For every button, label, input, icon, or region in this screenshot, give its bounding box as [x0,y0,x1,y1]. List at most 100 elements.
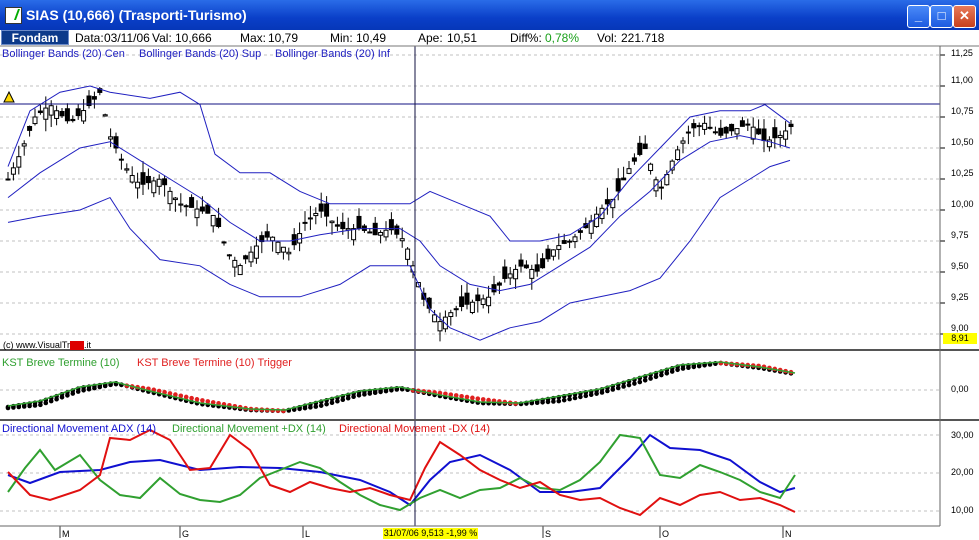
candle-body [432,314,438,323]
trigger-dot [11,405,16,410]
candle-body [189,197,195,208]
trigger-dot [102,383,108,389]
fondam-button[interactable]: Fondam [1,30,69,45]
candle-body [162,178,168,186]
candle-body [518,259,524,267]
trigger-dot [205,399,211,404]
candle-body [237,265,243,276]
maximize-button[interactable]: □ [930,5,953,28]
y-tick: 10,25 [951,168,974,178]
candle-body [594,213,600,228]
trigger-dot [54,396,59,402]
dm-y-tick: 10,00 [951,505,974,515]
candle-body [556,245,562,250]
candle-body [324,203,330,217]
y-tick: 11,25 [951,48,973,58]
candle-body [459,296,465,307]
trigger-dot [615,385,621,391]
trigger-dot [389,387,394,393]
candle-body [712,131,718,134]
candle-body [194,208,200,219]
candle-body [707,126,713,129]
candle-body [723,126,729,134]
trigger-dot [59,395,65,400]
candle-body [577,230,583,233]
candle-body [70,118,76,122]
candle-body [399,238,405,242]
candle-body [658,186,664,189]
candle-body [631,157,637,162]
trigger-dot [5,405,11,411]
candle-body [216,217,222,228]
dm-panel [7,428,796,517]
candle-body [75,108,81,117]
min-label: Min: [330,31,353,45]
candle-body [464,292,470,305]
minimize-button[interactable]: _ [907,5,930,28]
candle-body [475,294,481,302]
kst-panel [5,360,796,414]
trigger-dot [599,390,605,395]
candle-body [534,264,540,272]
candle-body [329,220,335,224]
y-tick: 9,50 [951,261,969,271]
trigger-dot [367,391,373,396]
candle-body [777,134,783,139]
candle-body [642,143,648,150]
candle-body [734,128,740,135]
candle-body [64,108,70,122]
trigger-dot [540,400,545,405]
trigger-dot [453,393,459,398]
candle-body [113,136,119,149]
candle-body [248,251,254,263]
trigger-dot [21,404,27,409]
candle-body [626,168,632,174]
legend-bb-cen: Bollinger Bands (20) Cen [2,48,125,60]
candle-body [91,96,97,100]
y-tick: 10,00 [951,199,974,209]
price-panel [0,85,940,342]
candle-body [718,127,724,136]
candle-body [550,249,556,257]
candle-body [388,219,394,231]
trigger-dot [567,396,572,402]
candle-body [108,136,114,140]
trigger-dot [383,388,389,394]
bb-cen-line [7,135,791,292]
trigger-dot [475,396,481,401]
trigger-dot [686,365,691,371]
legend-adx: Directional Movement ADX (14) [2,423,157,435]
trigger-dot [75,389,81,394]
legend-bb-inf: Bollinger Bands (20) Inf [275,48,390,60]
candle-body [356,215,362,230]
candle-body [507,273,513,279]
trigger-dot [356,392,362,398]
candle-body [604,199,610,205]
y-tick: 9,75 [951,230,969,240]
trigger-dot [308,405,313,410]
trigger-dot [378,389,383,395]
trigger-dot [167,391,173,396]
candle-body [572,236,578,243]
candle-body [729,123,735,132]
trigger-dot [302,405,308,411]
candle-body [313,212,319,217]
trigger-dot [313,404,319,409]
trigger-dot [178,393,184,399]
trigger-dot [108,382,113,388]
max-value: 10,79 [268,31,299,45]
candle-body [37,110,43,114]
val-value: 10,666 [175,31,212,45]
trigger-dot [486,397,491,403]
trigger-dot [97,384,103,390]
y-tick: 9,25 [951,292,969,302]
candle-body [685,131,691,134]
candle-body [226,254,232,257]
candle-body [10,167,16,175]
close-button[interactable]: ✕ [953,5,976,28]
trigger-dot [551,399,556,404]
trigger-dot [534,400,540,406]
bb-sup-line [7,85,791,242]
candle-body [280,246,286,253]
